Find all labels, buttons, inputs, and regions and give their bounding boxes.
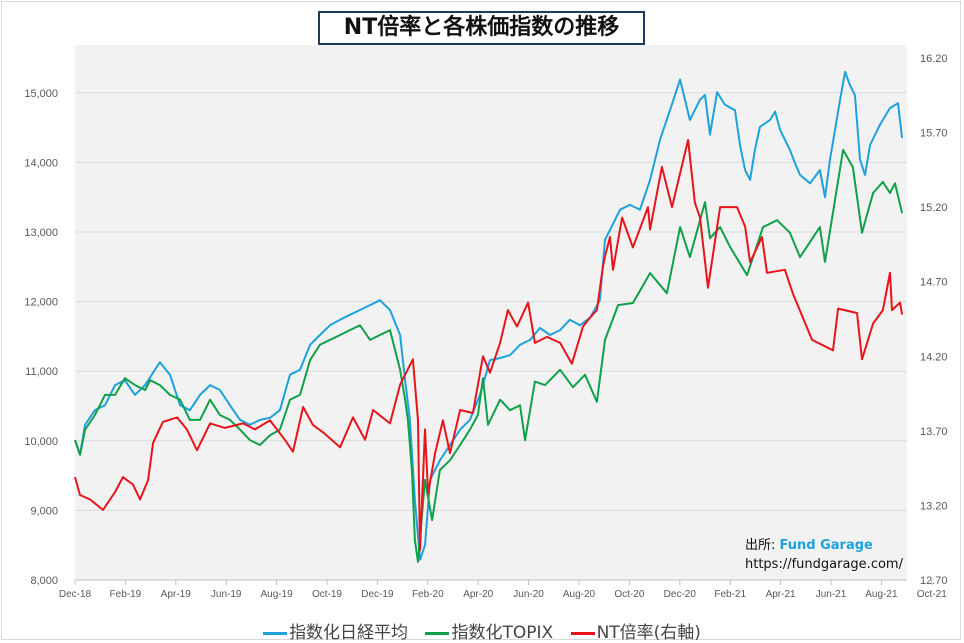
x-tick-label: Apr-19	[161, 589, 191, 600]
y-axis-left: 8,000 9,000 10,000 11,000 12,000 13,000 14,000…	[24, 88, 58, 587]
x-tick-label: Jun-21	[816, 589, 847, 600]
y-right-tick-label: 13.20	[920, 500, 948, 512]
x-tick-label: Apr-21	[766, 589, 796, 600]
y-left-tick-label: 8,000	[30, 575, 58, 587]
y-right-tick-label: 16.20	[920, 53, 948, 65]
x-tick-label: Oct-21	[917, 589, 947, 600]
x-axis: Dec-18 Feb-19 Apr-19 Jun-19 Aug-19 Oct-19 Dec-…	[59, 580, 947, 600]
series-line-nikkei	[74, 70, 904, 561]
x-tick-label: Aug-20	[563, 589, 596, 600]
y-left-tick-label: 15,000	[24, 88, 58, 100]
legend: 指数化日経平均 指数化TOPIX NT倍率(右軸)	[0, 618, 964, 643]
y-left-tick-label: 12,000	[24, 297, 58, 309]
x-tick-label: Jun-19	[211, 589, 242, 600]
x-tick-label: Aug-21	[865, 589, 898, 600]
source-note: 出所: Fund Garage https://fundgarage.com/	[745, 536, 903, 574]
y-right-tick-label: 13.70	[920, 426, 948, 438]
legend-item-nikkei: 指数化日経平均	[263, 623, 408, 643]
y-left-tick-label: 10,000	[24, 436, 58, 448]
x-tick-label: Feb-20	[412, 589, 444, 600]
y-left-tick-label: 11,000	[25, 366, 58, 378]
y-left-tick-label: 14,000	[24, 157, 58, 169]
gridlines	[75, 92, 907, 581]
y-right-tick-label: 14.70	[920, 277, 948, 289]
y-right-tick-label: 14.20	[920, 351, 948, 363]
y-left-tick-label: 9,000	[30, 505, 58, 517]
plot-area	[75, 45, 907, 580]
legend-label: NT倍率(右軸)	[596, 623, 701, 643]
legend-swatch	[425, 631, 450, 635]
x-tick-label: Apr-20	[463, 589, 493, 600]
x-tick-label: Dec-18	[59, 589, 92, 600]
x-tick-label: Oct-20	[614, 589, 644, 600]
legend-item-topix: 指数化TOPIX	[425, 623, 553, 643]
series-line-nt-ratio	[74, 139, 904, 552]
chart-title: NT倍率と各株価指数の推移	[318, 11, 645, 45]
legend-label: 指数化TOPIX	[451, 623, 554, 643]
x-tick-label: Dec-20	[664, 589, 697, 600]
x-tick-label: Aug-19	[260, 589, 293, 600]
y-left-tick-label: 13,000	[24, 227, 58, 239]
source-brand: Fund Garage	[779, 538, 873, 553]
legend-swatch	[263, 631, 288, 635]
x-tick-label: Jun-20	[513, 589, 544, 600]
legend-item-nt-ratio: NT倍率(右軸)	[570, 623, 701, 643]
x-tick-label: Feb-19	[110, 589, 142, 600]
x-tick-label: Feb-21	[714, 589, 746, 600]
y-right-tick-label: 12.70	[920, 575, 948, 587]
legend-label: 指数化日経平均	[289, 623, 409, 643]
source-url: https://fundgarage.com/	[745, 557, 903, 572]
x-tick-label: Oct-19	[312, 589, 342, 600]
x-tick-label: Dec-19	[361, 589, 394, 600]
y-right-tick-label: 15.20	[920, 202, 948, 214]
y-right-tick-label: 15.70	[920, 128, 948, 140]
series-lines	[74, 70, 904, 563]
series-line-topix	[74, 148, 904, 563]
y-axis-right: 12.70 13.20 13.70 14.20 14.70 15.20 15.70 16.20	[920, 53, 948, 587]
source-label: 出所:	[745, 538, 776, 553]
legend-swatch	[570, 631, 595, 635]
